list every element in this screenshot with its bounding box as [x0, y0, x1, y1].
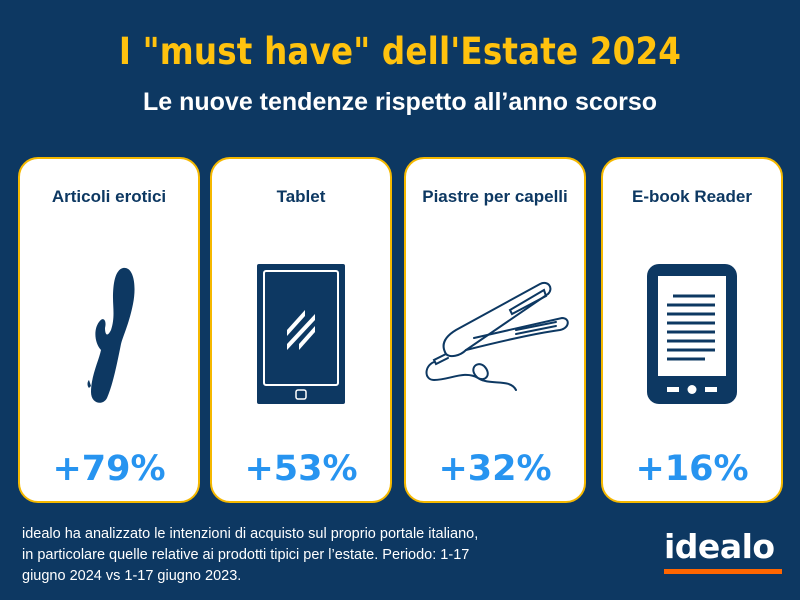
vibrator-icon	[20, 254, 198, 414]
logo-underline	[664, 569, 782, 574]
card-value: +53%	[244, 449, 358, 489]
card-value: +79%	[52, 449, 166, 489]
card-label: Piastre per capelli	[422, 187, 568, 206]
footnote: idealo ha analizzato le intenzioni di ac…	[22, 526, 479, 584]
card-piastre-per-capelli: Piastre per capelli +32%	[404, 157, 586, 503]
card-value: +16%	[635, 449, 749, 489]
hair-straightener-icon	[406, 254, 584, 414]
logo-text: idealo	[664, 527, 775, 566]
page-subtitle: Le nuove tendenze rispetto all’anno scor…	[143, 88, 657, 116]
card-label: Articoli erotici	[51, 187, 167, 206]
card-label: E-book Reader	[632, 187, 752, 206]
page-title: I "must have" dell'Estate 2024	[118, 30, 682, 73]
card-label: Tablet	[276, 187, 326, 206]
idealo-logo: idealo	[664, 530, 784, 574]
card-articoli-erotici: Articoli erotici +79%	[18, 157, 200, 503]
card-tablet: Tablet +53%	[210, 157, 392, 503]
tablet-icon	[212, 254, 390, 414]
card-value: +32%	[438, 449, 552, 489]
ebook-reader-icon	[603, 254, 781, 414]
card-ebook-reader: E-book Reader +16%	[601, 157, 783, 503]
